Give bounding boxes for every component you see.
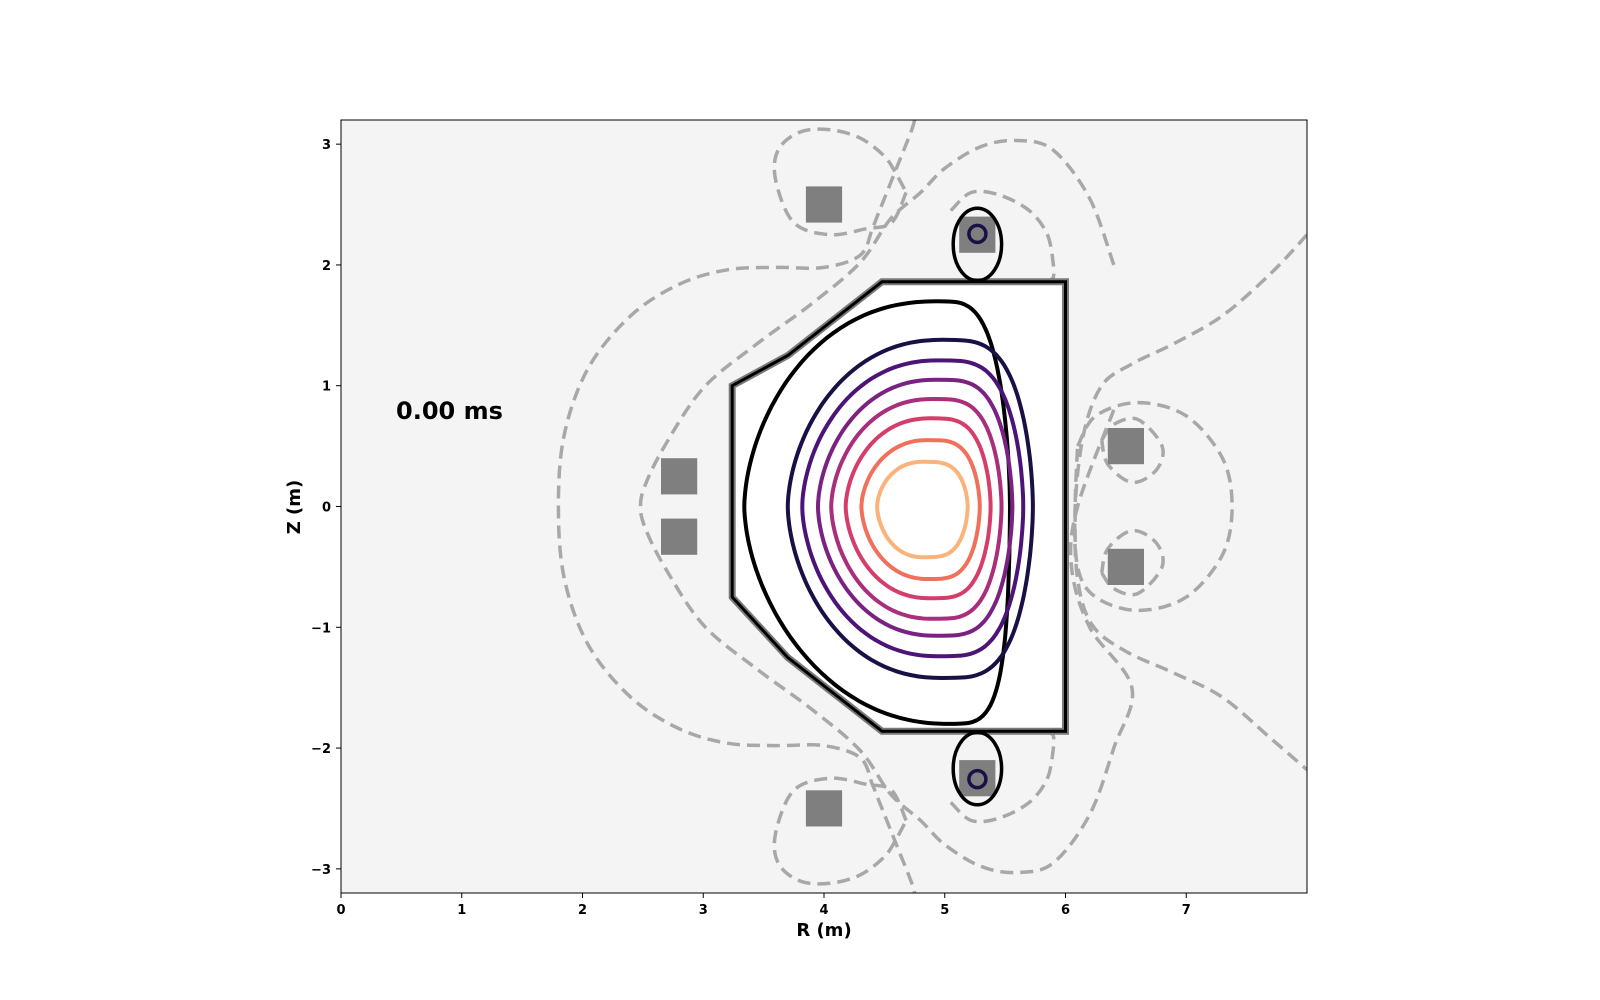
x-axis: 0 1 2 3 4 5 6 7 <box>336 893 1191 918</box>
x-tick-label: 0 <box>336 903 345 918</box>
y-tick-label: 0 <box>322 501 331 516</box>
plot-content <box>556 120 1307 893</box>
x-tick-label: 7 <box>1182 903 1191 918</box>
x-tick-label: 4 <box>819 903 828 918</box>
flux-surface-contour <box>785 337 1035 681</box>
y-tick-label: −2 <box>311 742 331 757</box>
poloidal-field-coil <box>959 760 996 797</box>
separatrix-lobe <box>951 730 1004 807</box>
vacuum-field-line <box>772 127 908 237</box>
vacuum-vessel-inner-wall <box>730 280 1067 733</box>
vacuum-field-line <box>949 189 1056 281</box>
flux-surface-contour <box>859 438 982 582</box>
poloidal-field-coil <box>959 216 996 253</box>
vacuum-field-line <box>1073 400 1234 613</box>
flux-surface-contour <box>875 459 970 560</box>
vacuum-field-line <box>949 732 1056 824</box>
flux-surface-contour <box>815 377 1015 638</box>
vacuum-field-line <box>772 776 908 886</box>
coil-flux-ring <box>967 768 988 790</box>
y-axis-label: Z (m) <box>284 480 305 535</box>
x-tick-label: 1 <box>457 903 466 918</box>
vacuum-field-line <box>1099 416 1165 485</box>
flux-surface-contour <box>742 299 1013 726</box>
poloidal-field-coil <box>805 790 843 827</box>
poloidal-field-coil <box>1107 548 1144 585</box>
y-tick-label: 1 <box>322 380 331 395</box>
flux-surface-contour <box>843 416 993 601</box>
x-axis-label: R (m) <box>796 920 851 941</box>
y-tick-label: −3 <box>311 863 331 878</box>
flux-surface-contour <box>800 358 1026 659</box>
poloidal-field-coil <box>1107 428 1144 465</box>
x-tick-label: 3 <box>699 903 708 918</box>
coil-flux-ring <box>967 223 988 245</box>
separatrix-lobe <box>951 206 1004 283</box>
vacuum-field-line <box>556 120 917 893</box>
vacuum-field-line <box>1073 233 1307 772</box>
poloidal-field-coil <box>661 518 698 555</box>
vacuum-field-line <box>638 138 1135 875</box>
time-annotation: 0.00 ms <box>396 397 503 425</box>
x-tick-label: 6 <box>1061 903 1070 918</box>
poloidal-field-coil <box>661 458 698 495</box>
flux-surface-contour <box>829 396 1004 621</box>
x-tick-label: 2 <box>578 903 587 918</box>
y-axis: −3 −2 −1 0 1 2 3 <box>311 138 341 878</box>
x-tick-label: 5 <box>940 903 949 918</box>
poloidal-field-coil <box>805 186 843 223</box>
vacuum-field-line <box>1099 528 1165 597</box>
y-tick-label: 3 <box>322 138 331 153</box>
y-tick-label: 2 <box>322 259 331 274</box>
y-tick-label: −1 <box>311 621 331 636</box>
